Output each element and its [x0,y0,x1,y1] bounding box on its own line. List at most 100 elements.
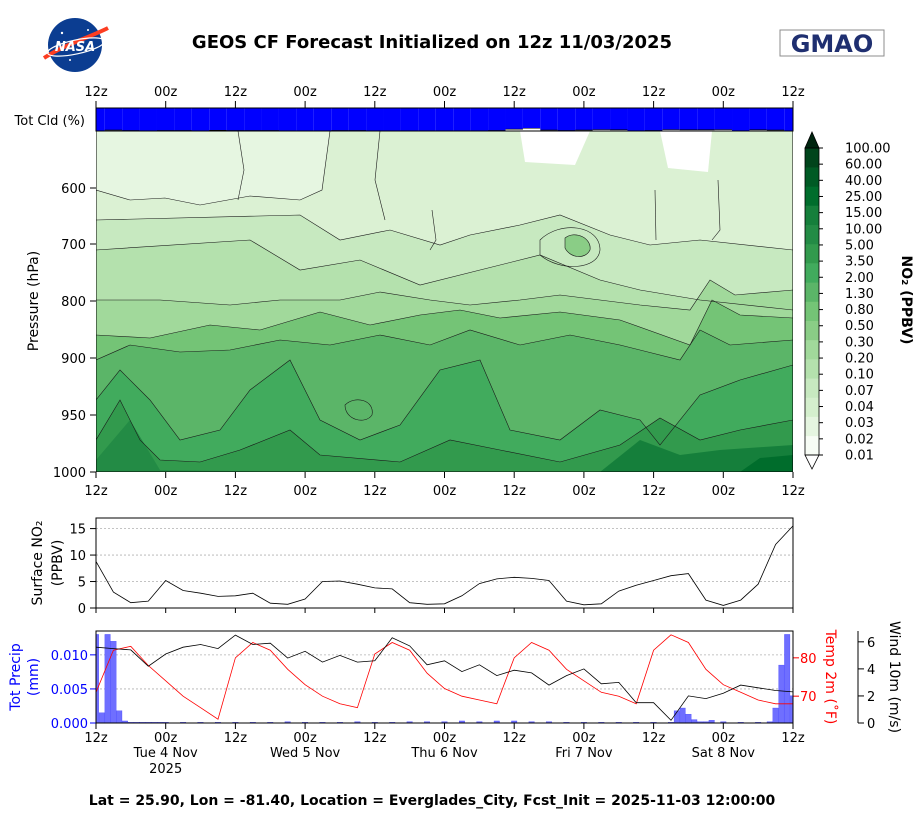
surface-tick-label: 5 [78,576,86,591]
colorbar-tick-label: 0.80 [845,303,874,318]
top-time-tick-label: 12z [503,85,527,100]
pressure-tick-label: 600 [61,182,86,197]
mid-time-tick-label: 00z [712,484,736,499]
bottom-time-axis: 12z 00z 12z 00z 12z 00z 12z 00z 12z 00z 12z Tue 4 N… [84,723,805,777]
surface-no2-frame [95,517,794,609]
cloud-bar [244,108,262,131]
gmao-logo: GMAO [779,29,885,58]
colorbar-segment [805,378,819,398]
met-time-tick-label: 00z [154,731,178,746]
cloud-bar [697,108,715,130]
pressure-tick-label: 700 [61,238,86,253]
cloud-panel [96,108,793,131]
colorbar-tick-label: 0.07 [845,384,874,399]
colorbar-segment [805,243,819,264]
met-date-label: Tue 4 Nov [133,746,198,761]
page-title: GEOS CF Forecast Initialized on 12z 11/0… [192,32,672,53]
cloud-bar [784,108,793,131]
cloud-bar [400,108,419,131]
colorbar-tick-label: 2.00 [845,271,874,286]
temp-axis-label: Temp 2m (˚F) [822,629,839,725]
cloud-bar [96,108,105,131]
colorbar-tick-label: 40.00 [845,174,882,189]
pressure-tick-label: 950 [61,409,86,424]
precip-bar [784,634,791,723]
mid-time-tick-label: 12z [781,484,805,499]
colorbar-segment [805,416,819,437]
mid-time-tick-label: 00z [433,484,457,499]
cloud-bar [278,108,297,131]
wind-tick-label: 2 [867,690,875,705]
colorbar-tick-label: 60.00 [845,158,882,173]
nasa-logo-text: NASA [55,40,95,55]
colorbar-segment [805,359,819,379]
cloud-bar [488,108,506,131]
cloud-bar [296,108,314,131]
cloud-bar [557,108,576,131]
top-time-tick-label: 12z [642,85,666,100]
mid-time-tick-label: 00z [293,484,317,499]
middle-time-axis: 12z 00z 12z 00z 12z 00z 12z 00z 12z 00z 12z [84,472,805,613]
cloud-bar [714,108,733,130]
met-time-tick-label: 00z [433,731,457,746]
cloud-bar [732,108,750,131]
cloud-bar [453,108,471,131]
cloud-bar [470,108,489,131]
cloud-bar [575,108,593,131]
mid-time-tick-label: 12z [84,484,108,499]
precip-bar [459,720,465,723]
top-time-tick-label: 00z [433,85,457,100]
mid-time-tick-label: 00z [572,484,596,499]
colorbar-tick-label: 0.03 [845,416,874,431]
pressure-tick-label: 1000 [53,466,86,481]
met-date-label: Fri 7 Nov [555,746,613,761]
top-time-axis: 12z 00z 12z 00z 12z 00z 12z 00z 12z 00z 12z [84,85,805,108]
met-date-label: Sat 8 Nov [692,746,756,761]
colorbar-segment [805,263,819,283]
cloud-bar [522,108,541,129]
cloud-bar [174,108,192,131]
colorbar-tick-label: 3.50 [845,255,874,270]
top-time-tick-label: 00z [154,85,178,100]
colorbar-segment [805,224,819,245]
surface-no2-label-line1: Surface NO₂ [30,521,46,606]
precip-label-line2: (mm) [26,658,42,696]
colorbar-segment [805,320,819,341]
cloud-bar [331,108,349,131]
nasa-logo: NASA [42,18,109,72]
colorbar-max-arrow [804,131,820,149]
cloud-bar [226,108,245,131]
cloud-bar [104,108,123,131]
top-time-tick-label: 00z [572,85,596,100]
pressure-tick-label: 900 [61,352,86,367]
cloud-bar [366,108,384,131]
cloud-bar [540,108,558,131]
pressure-tick-label: 800 [61,295,86,310]
cloud-bar [383,108,401,131]
cloud-bar [610,108,628,130]
wind-line [96,634,793,721]
surface-tick-label: 15 [69,523,86,538]
temp-tick-label: 70 [800,690,817,705]
wind-tick-label: 4 [867,663,875,678]
cloud-ylabel: Tot Cld (%) [14,114,85,129]
pressure-axis-label: Pressure (hPa) [26,251,42,351]
colorbar-tick-label: 0.20 [845,352,874,367]
colorbar-tick-label: 0.04 [845,400,874,415]
met-time-tick-label: 12z [781,731,805,746]
precip-tick-label: 0.000 [51,717,88,732]
precip-bar [110,641,117,723]
precip-bar [122,720,128,723]
precip-bar [98,712,105,723]
cloud-bar [122,108,140,131]
cloud-bar [418,108,436,131]
top-time-tick-label: 12z [84,85,108,100]
colorbar-tick-label: 0.01 [845,449,874,464]
colorbar-segment [805,205,819,226]
top-time-tick-label: 00z [712,85,736,100]
precip-bar [778,664,785,723]
colorbar-tick-label: 5.00 [845,238,874,253]
temp-line [96,634,793,720]
met-time-tick-label: 12z [503,731,527,746]
